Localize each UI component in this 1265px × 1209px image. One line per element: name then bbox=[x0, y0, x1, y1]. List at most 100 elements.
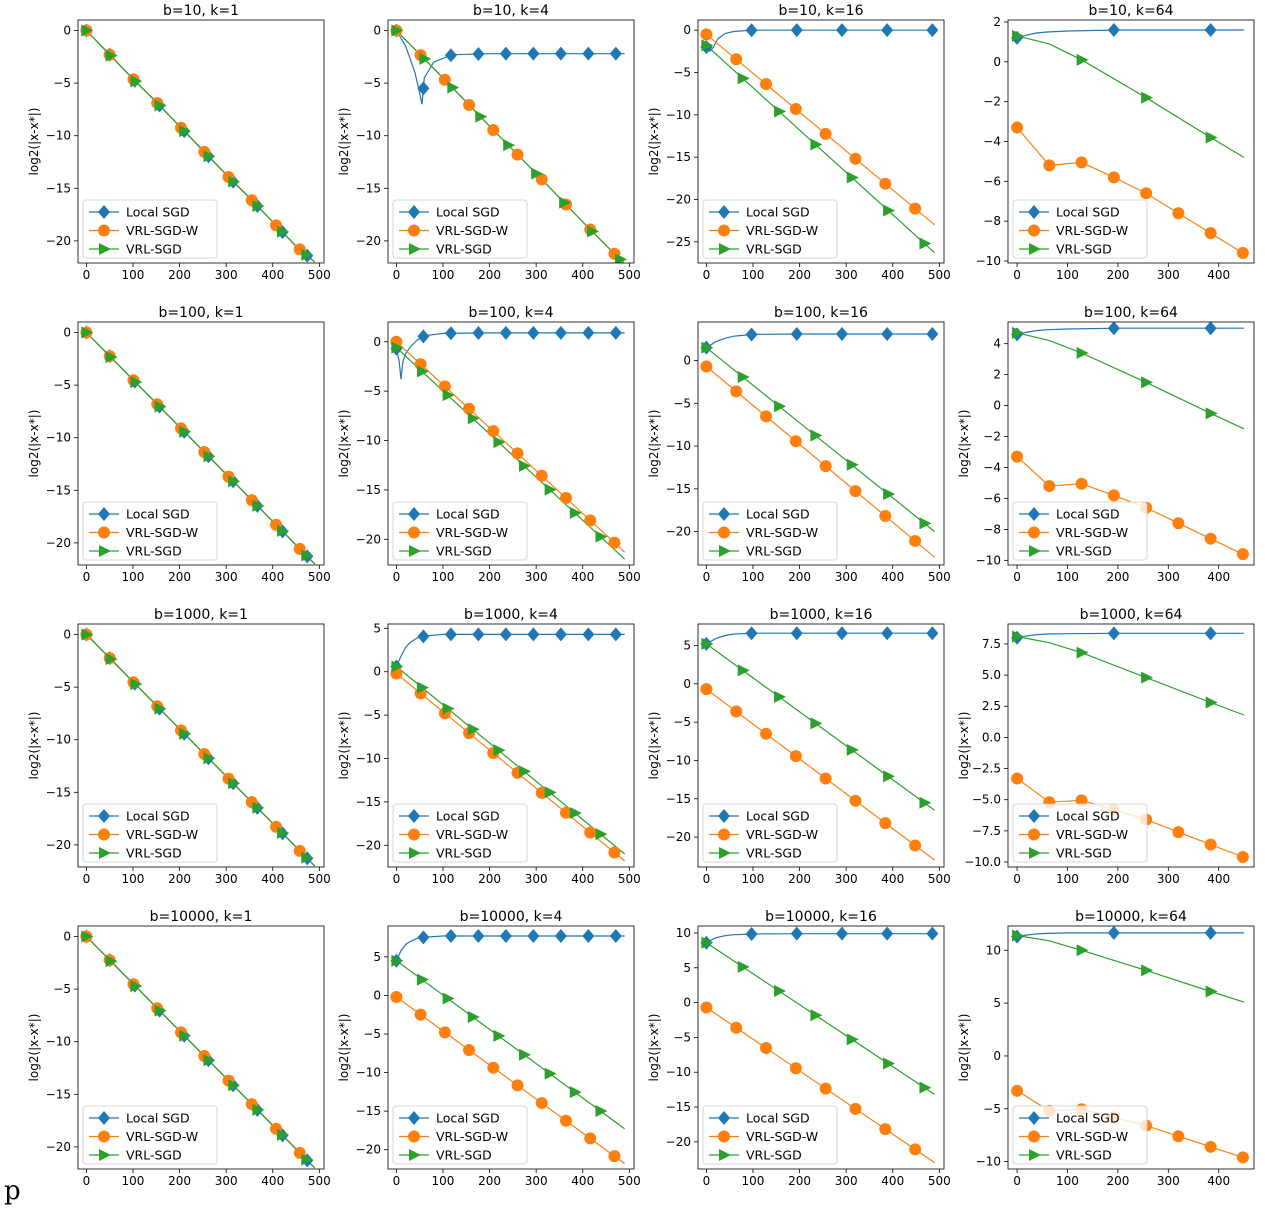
triangle-marker bbox=[105, 351, 118, 364]
circle-marker bbox=[879, 1123, 892, 1136]
x-tick-label: 300 bbox=[215, 872, 238, 886]
y-tick-label: 0 bbox=[63, 24, 71, 38]
legend-box bbox=[1012, 803, 1148, 863]
triangle-marker bbox=[154, 702, 167, 715]
y-tick-label: −5 bbox=[53, 378, 71, 392]
y-tick-label: −10 bbox=[356, 752, 381, 766]
axes-frame bbox=[697, 623, 945, 868]
legend-label: VRL-SGD-W bbox=[746, 827, 818, 842]
legend-label: Local SGD bbox=[126, 205, 190, 220]
x-tick-label: 500 bbox=[618, 570, 641, 584]
series-line bbox=[706, 1007, 936, 1164]
x-tick-label: 0 bbox=[393, 1174, 401, 1188]
triangle-marker bbox=[544, 483, 557, 496]
axes-frame bbox=[77, 19, 325, 264]
triangle-marker bbox=[701, 341, 714, 354]
y-axis-label: log2(|x-x*|) bbox=[27, 712, 41, 780]
y-axis-label: log2(|x-x*|) bbox=[337, 712, 351, 780]
plot-area bbox=[80, 627, 316, 867]
circle-marker bbox=[760, 410, 773, 423]
x-tick-label: 200 bbox=[168, 872, 191, 886]
y-tick-label: −20 bbox=[666, 525, 691, 539]
y-tick-label: 0 bbox=[683, 677, 691, 691]
x-tick-label: 100 bbox=[432, 268, 455, 282]
x-tick-label: 300 bbox=[525, 872, 548, 886]
x-tick-label: 0 bbox=[1013, 1174, 1021, 1188]
circle-marker bbox=[487, 425, 500, 438]
legend-label: VRL-SGD-W bbox=[1056, 827, 1128, 842]
diamond-marker bbox=[1204, 626, 1217, 641]
y-tick-label: −5 bbox=[673, 65, 691, 79]
circle-marker bbox=[1075, 477, 1088, 490]
series-line bbox=[1016, 632, 1244, 639]
x-tick-label: 300 bbox=[525, 1174, 548, 1188]
circle-marker bbox=[730, 53, 743, 66]
circle-marker bbox=[700, 28, 713, 41]
subplot: b=10, k=16 log2(|x-x*|) 0 100 200 300 400 500 0 −… bbox=[647, 3, 951, 282]
y-tick-label: 7.5 bbox=[982, 637, 1001, 651]
circle-marker bbox=[1236, 1151, 1249, 1164]
y-tick-label: −15 bbox=[666, 482, 691, 496]
x-tick-label: 300 bbox=[1157, 268, 1180, 282]
circle-marker bbox=[1028, 526, 1040, 539]
circle-marker bbox=[390, 990, 403, 1003]
triangle-marker bbox=[105, 955, 118, 968]
x-tick-label: 200 bbox=[168, 1174, 191, 1188]
y-tick-label: 0 bbox=[683, 996, 691, 1010]
y-tick-label: 0 bbox=[373, 24, 381, 38]
legend: Local SGD VRL-SGD-W VRL-SGD bbox=[1012, 199, 1148, 259]
y-tick-label: −15 bbox=[356, 1104, 381, 1118]
circle-marker bbox=[1236, 247, 1249, 260]
circle-marker bbox=[559, 806, 572, 819]
diamond-marker bbox=[835, 23, 848, 38]
y-tick-label: −15 bbox=[666, 792, 691, 806]
circle-marker bbox=[1204, 227, 1217, 240]
axes-frame bbox=[697, 19, 945, 264]
y-tick-label: −10 bbox=[356, 129, 381, 143]
circle-marker bbox=[408, 1130, 420, 1143]
y-tick-label: 10 bbox=[986, 943, 1001, 957]
subplot-title: b=10, k=16 bbox=[779, 3, 864, 19]
legend-label: VRL-SGD-W bbox=[436, 223, 508, 238]
subplot: b=10000, k=4 log2(|x-x*|) 0 100 200 300 400 500… bbox=[337, 909, 641, 1188]
circle-marker bbox=[1236, 548, 1249, 561]
x-tick-label: 100 bbox=[742, 570, 765, 584]
legend-label: VRL-SGD bbox=[746, 846, 802, 861]
triangle-marker bbox=[719, 847, 731, 859]
y-axis-label: log2(|x-x*|) bbox=[337, 1014, 351, 1082]
triangle-marker bbox=[595, 1105, 608, 1118]
legend-label: VRL-SGD-W bbox=[1056, 1129, 1128, 1144]
series-line bbox=[395, 30, 625, 105]
circle-marker bbox=[849, 794, 862, 807]
y-tick-label: 0 bbox=[63, 930, 71, 944]
y-tick-label: 2 bbox=[993, 15, 1001, 29]
circle-marker bbox=[760, 78, 773, 91]
triangle-marker bbox=[467, 723, 480, 736]
diamond-marker bbox=[1204, 22, 1217, 37]
axes-frame bbox=[1007, 321, 1255, 566]
circle-marker bbox=[535, 469, 548, 482]
series-line bbox=[1016, 29, 1244, 39]
diamond-marker bbox=[582, 46, 595, 61]
legend-label: VRL-SGD bbox=[1056, 846, 1112, 861]
circle-marker bbox=[879, 510, 892, 523]
triangle-marker bbox=[442, 702, 455, 715]
y-tick-label: −15 bbox=[46, 1087, 71, 1101]
legend-label: VRL-SGD bbox=[436, 242, 492, 257]
triangle-marker bbox=[277, 826, 290, 839]
y-tick-label: −15 bbox=[356, 181, 381, 195]
legend-label: VRL-SGD bbox=[436, 846, 492, 861]
circle-marker bbox=[849, 1102, 862, 1115]
circle-marker bbox=[559, 1114, 572, 1127]
x-tick-label: 100 bbox=[122, 268, 145, 282]
x-tick-label: 100 bbox=[432, 872, 455, 886]
y-tick-label: 0 bbox=[993, 55, 1001, 69]
circle-marker bbox=[718, 526, 730, 539]
triangle-marker bbox=[130, 75, 143, 88]
triangle-marker bbox=[1029, 243, 1041, 255]
diamond-marker bbox=[98, 205, 110, 219]
y-axis-label: log2(|x-x*|) bbox=[957, 1014, 971, 1082]
circle-marker bbox=[1172, 1130, 1185, 1143]
x-tick-label: 100 bbox=[122, 570, 145, 584]
